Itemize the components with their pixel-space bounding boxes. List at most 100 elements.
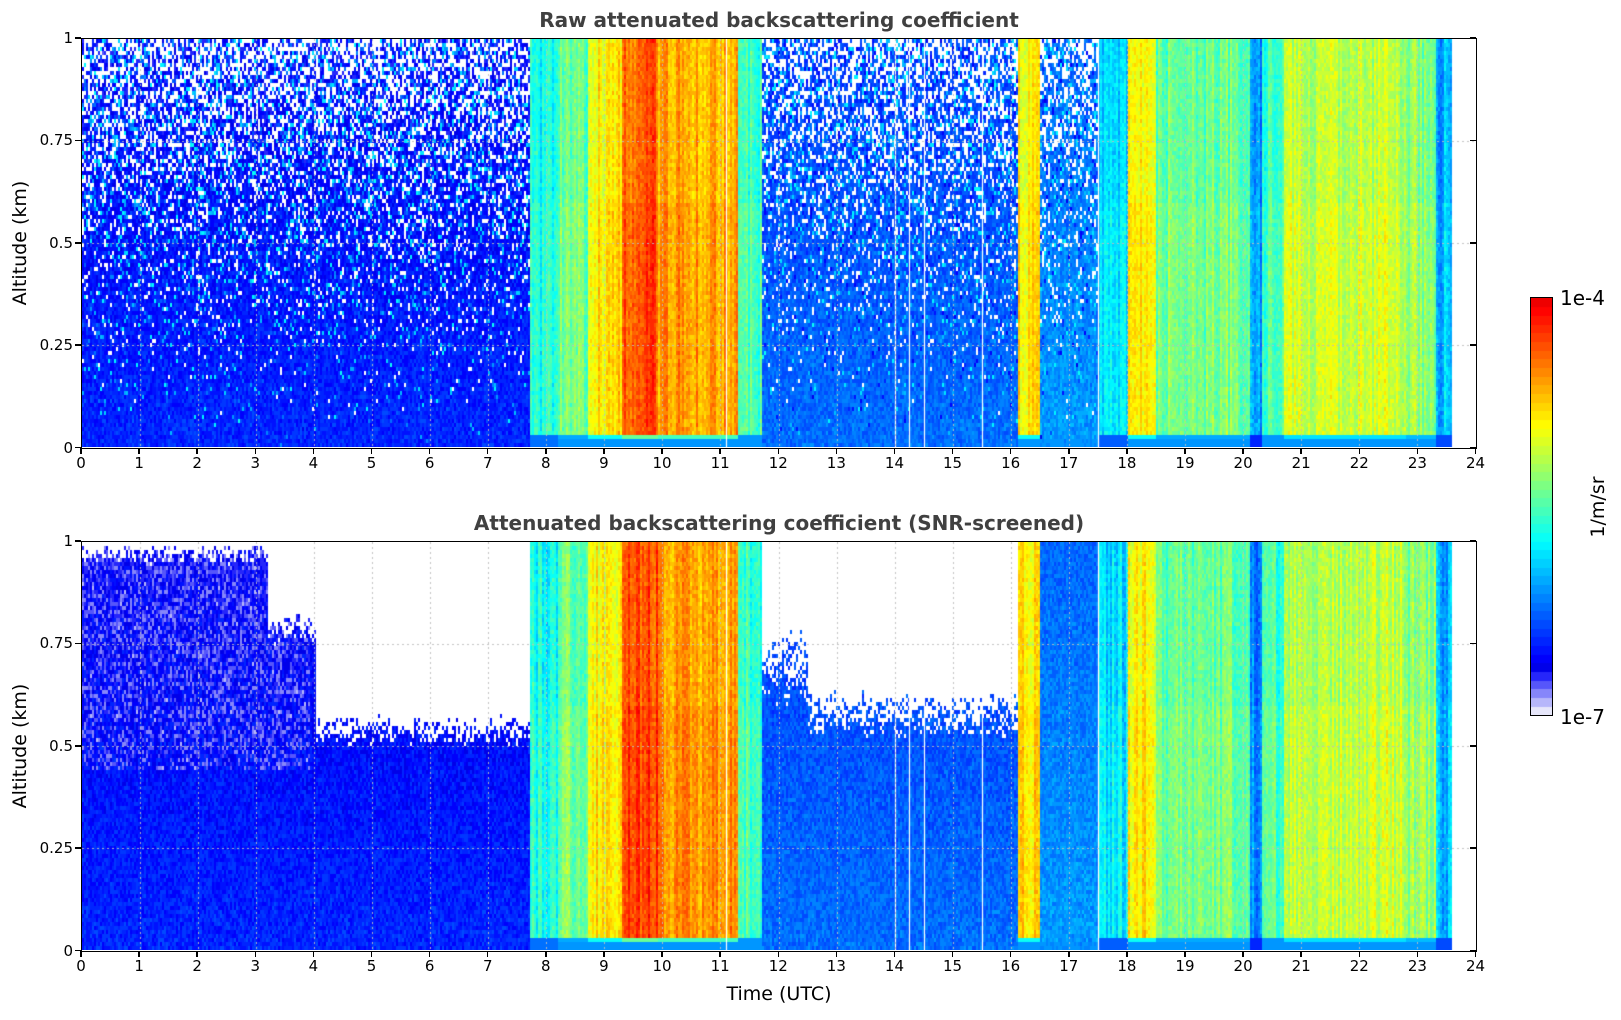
y-tick-mark	[75, 847, 81, 849]
x-tick-label: 8	[541, 957, 551, 975]
x-tick-label: 19	[1175, 957, 1195, 975]
x-tick-label: 3	[250, 454, 261, 472]
x-tick-mark	[1300, 951, 1302, 957]
x-tick-mark	[1474, 951, 1477, 957]
x-tick-label: 4	[308, 957, 319, 975]
x-tick-mark	[1242, 448, 1244, 454]
x-tick-mark	[719, 448, 721, 454]
x-tick-label: 14	[884, 957, 904, 975]
y-tick-label: 0.75	[39, 634, 73, 653]
colorbar-max-label: 1e-4	[1560, 286, 1605, 310]
y-tick-label: 0.75	[39, 131, 73, 150]
x-tick-label: 19	[1175, 454, 1195, 472]
panel1-ylabel: Altitude (km)	[9, 180, 31, 306]
x-tick-label: 16	[1001, 957, 1021, 975]
colorbar-min-label: 1e-7	[1560, 705, 1605, 729]
x-tick-label: 7	[482, 957, 493, 975]
x-tick-label: 11	[710, 454, 730, 472]
x-tick-mark	[893, 448, 896, 454]
x-tick-mark	[428, 448, 431, 454]
x-tick-mark	[1126, 448, 1128, 454]
x-tick-label: 18	[1117, 454, 1137, 472]
y-tick-mark	[75, 37, 81, 39]
y-tick-mark	[75, 446, 81, 449]
y-tick-mark	[75, 242, 81, 244]
y-tick-label: 0.5	[49, 233, 73, 252]
x-tick-label: 5	[366, 454, 377, 472]
x-tick-label: 9	[599, 957, 609, 975]
x-tick-mark	[1068, 448, 1070, 454]
y-tick-mark-right	[1470, 344, 1476, 346]
y-tick-mark	[75, 139, 81, 142]
x-tick-label: 21	[1291, 454, 1311, 472]
x-tick-label: 20	[1233, 454, 1253, 472]
x-tick-label: 15	[943, 454, 963, 472]
x-tick-label: 6	[424, 957, 435, 975]
y-tick-label: 0	[63, 438, 73, 457]
y-tick-mark	[75, 540, 81, 542]
x-tick-label: 12	[768, 454, 788, 472]
y-tick-label: 0.5	[49, 736, 73, 755]
x-tick-label: 10	[652, 957, 672, 975]
x-tick-mark	[196, 448, 198, 454]
x-tick-mark	[893, 951, 896, 957]
x-tick-mark	[777, 448, 779, 454]
x-tick-mark	[719, 951, 721, 957]
x-tick-mark	[80, 448, 82, 454]
y-tick-mark-right	[1470, 37, 1476, 39]
panel2-heatmap	[82, 542, 1475, 950]
x-tick-mark	[138, 951, 140, 957]
x-tick-label: 23	[1407, 957, 1427, 975]
x-tick-mark	[661, 951, 663, 957]
x-tick-mark	[835, 448, 838, 454]
x-tick-label: 14	[884, 454, 904, 472]
x-tick-mark	[196, 951, 198, 957]
colorbar	[1530, 297, 1553, 716]
x-tick-mark	[486, 448, 489, 454]
y-tick-mark-right	[1470, 540, 1476, 542]
x-tick-mark	[370, 951, 373, 957]
x-tick-mark	[1416, 951, 1419, 957]
panel2-ylabel: Altitude (km)	[9, 683, 31, 809]
x-tick-label: 6	[424, 454, 435, 472]
y-tick-mark-right	[1470, 642, 1476, 645]
colorbar-unit-label: 1/m/sr	[1587, 476, 1609, 538]
y-tick-label: 1	[63, 532, 73, 550]
x-tick-label: 11	[710, 957, 730, 975]
x-tick-mark	[1358, 448, 1361, 454]
x-tick-label: 13	[826, 454, 846, 472]
x-tick-label: 22	[1349, 957, 1369, 975]
y-tick-label: 0.25	[39, 336, 73, 355]
x-tick-mark	[312, 448, 315, 454]
panel1-title: Raw attenuated backscattering coefficien…	[539, 8, 1019, 32]
x-tick-mark	[254, 951, 257, 957]
y-tick-mark-right	[1470, 446, 1476, 449]
x-axis-label: Time (UTC)	[726, 983, 832, 1005]
y-tick-mark-right	[1470, 139, 1476, 142]
x-tick-label: 17	[1059, 957, 1079, 975]
x-tick-mark	[80, 951, 82, 957]
panel1-heatmap	[82, 39, 1475, 447]
x-tick-mark	[777, 951, 779, 957]
panel2-title: Attenuated backscattering coefficient (S…	[473, 511, 1085, 535]
x-tick-mark	[951, 448, 954, 454]
y-tick-label: 0.25	[39, 839, 73, 858]
x-tick-mark	[545, 951, 547, 957]
x-tick-label: 1	[134, 454, 144, 472]
x-tick-label: 15	[943, 957, 963, 975]
x-tick-label: 20	[1233, 957, 1253, 975]
y-tick-mark-right	[1470, 949, 1476, 952]
x-tick-mark	[1300, 448, 1302, 454]
panel1-plot-area	[81, 38, 1477, 449]
y-tick-mark	[75, 642, 81, 645]
x-tick-mark	[1009, 951, 1012, 957]
y-tick-mark	[75, 949, 81, 952]
x-tick-label: 18	[1117, 957, 1137, 975]
x-tick-mark	[486, 951, 489, 957]
x-tick-label: 5	[366, 957, 377, 975]
x-tick-label: 1	[134, 957, 144, 975]
x-tick-mark	[951, 951, 954, 957]
x-tick-mark	[1416, 448, 1419, 454]
x-tick-mark	[835, 951, 838, 957]
y-tick-mark-right	[1470, 847, 1476, 849]
